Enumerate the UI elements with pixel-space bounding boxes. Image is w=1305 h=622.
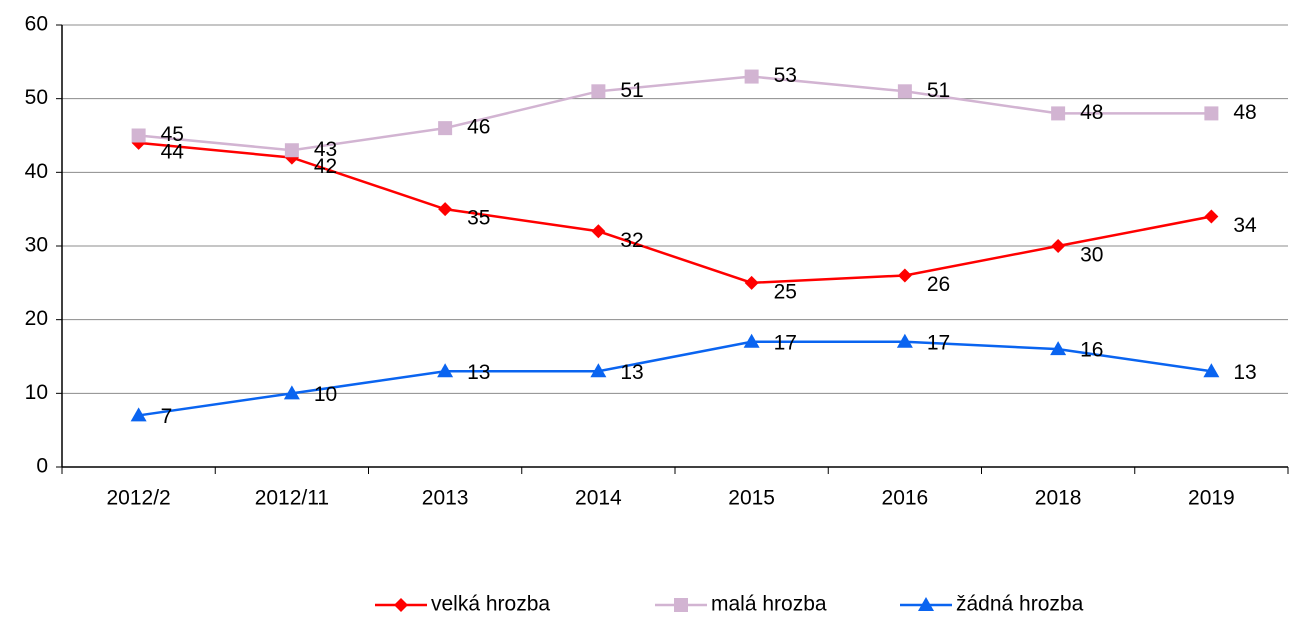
- data-label: 16: [1080, 339, 1103, 362]
- y-tick-label: 10: [25, 381, 48, 404]
- data-point: [1204, 106, 1219, 121]
- series-line: [138, 141, 1212, 285]
- data-point: [437, 363, 454, 378]
- data-point: [897, 268, 912, 283]
- data-point: [1051, 106, 1066, 121]
- legend-label: velká hrozba: [431, 593, 550, 616]
- legend-label: malá hrozba: [711, 593, 827, 616]
- data-label: 17: [927, 331, 950, 354]
- x-tick-label: 2013: [422, 487, 469, 510]
- y-tick-label: 30: [25, 234, 48, 257]
- data-point: [744, 275, 759, 290]
- data-label: 48: [1080, 101, 1103, 124]
- data-point: [283, 385, 300, 400]
- data-label: 51: [620, 79, 643, 102]
- data-label: 26: [927, 273, 950, 296]
- data-label: 48: [1233, 101, 1256, 124]
- legend-marker: [394, 598, 408, 612]
- y-tick-label: 60: [25, 13, 48, 36]
- data-point: [1203, 363, 1220, 378]
- data-label: 17: [774, 331, 797, 354]
- y-tick-label: 20: [25, 307, 48, 330]
- x-tick-label: 2012/2: [107, 487, 171, 510]
- data-point: [743, 333, 760, 348]
- data-point: [1204, 209, 1219, 224]
- data-point: [130, 407, 147, 422]
- x-tick-label: 2018: [1035, 487, 1082, 510]
- x-tick-label: 2012/11: [255, 487, 329, 510]
- data-label: 44: [161, 140, 185, 163]
- data-label: 7: [161, 405, 173, 428]
- legend-marker: [674, 598, 688, 612]
- y-tick-label: 50: [25, 86, 48, 109]
- data-label: 42: [314, 155, 337, 178]
- data-label: 43: [314, 138, 337, 161]
- data-point: [591, 224, 606, 239]
- legend-label: žádná hrozba: [956, 593, 1084, 616]
- series-line: [138, 340, 1212, 417]
- data-label: 32: [620, 229, 643, 252]
- y-tick-label: 0: [36, 455, 48, 478]
- data-label: 34: [1233, 214, 1257, 237]
- data-point: [896, 333, 913, 348]
- data-label: 51: [927, 79, 950, 102]
- x-tick-label: 2014: [575, 487, 622, 510]
- data-point: [744, 69, 759, 84]
- data-label: 13: [467, 361, 490, 384]
- x-tick-label: 2019: [1188, 487, 1235, 510]
- data-label: 13: [620, 361, 643, 384]
- data-point: [591, 84, 606, 99]
- data-label: 45: [161, 123, 184, 146]
- data-label: 53: [774, 64, 797, 87]
- data-label: 35: [467, 207, 490, 230]
- legend-marker: [918, 597, 934, 611]
- data-point: [897, 84, 912, 99]
- data-label: 13: [1233, 361, 1256, 384]
- data-point: [590, 363, 607, 378]
- data-point: [284, 143, 299, 158]
- data-point: [1051, 239, 1066, 253]
- y-tick-label: 40: [25, 160, 48, 183]
- data-point: [438, 202, 453, 217]
- x-tick-label: 2015: [728, 487, 775, 510]
- data-label: 10: [314, 383, 337, 406]
- series-line: [138, 75, 1212, 152]
- data-label: 25: [774, 280, 797, 303]
- data-point: [438, 121, 453, 136]
- x-tick-label: 2016: [882, 487, 929, 510]
- data-point: [1050, 341, 1067, 356]
- data-point: [131, 128, 146, 143]
- data-label: 46: [467, 116, 490, 139]
- data-label: 30: [1080, 244, 1103, 267]
